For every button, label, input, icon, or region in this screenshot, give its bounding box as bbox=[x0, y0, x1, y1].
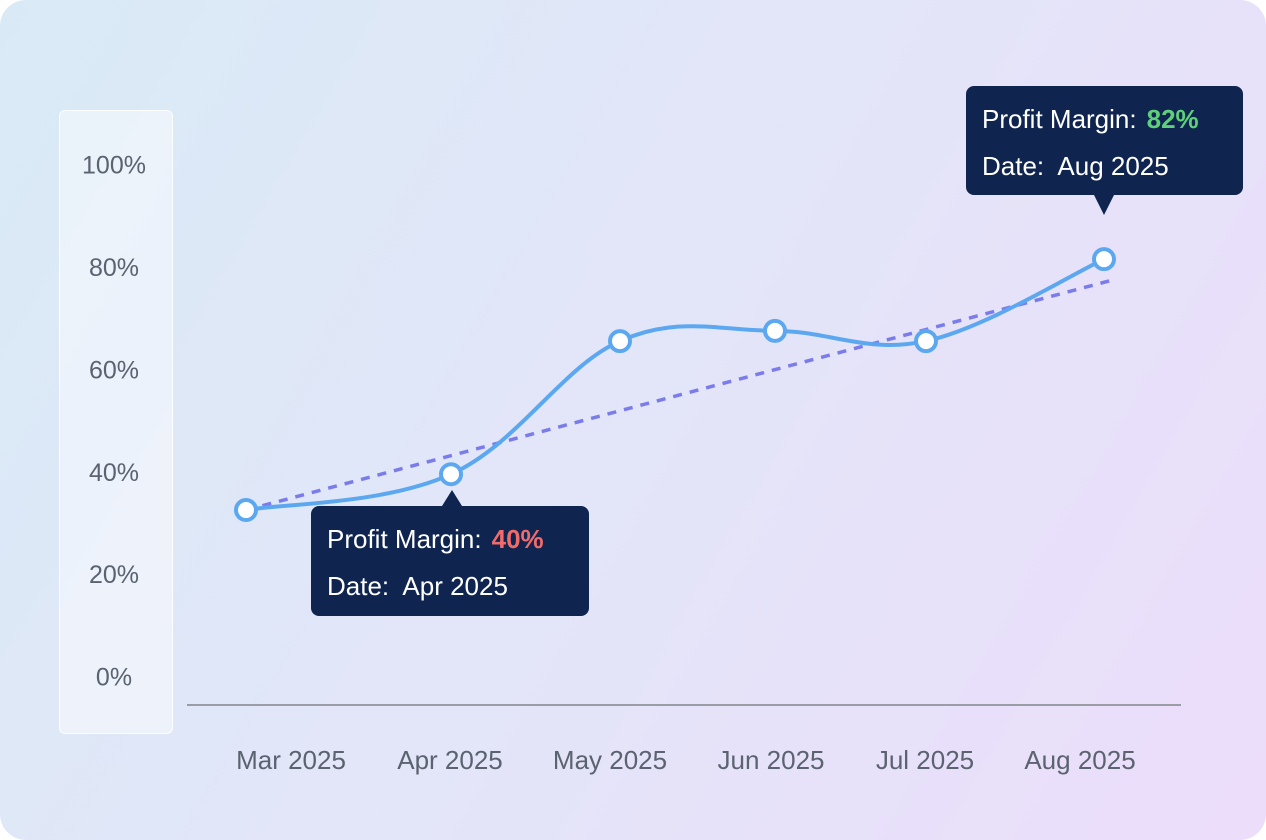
x-axis: Mar 2025 Apr 2025 May 2025 Jun 2025 Jul 2025… bbox=[236, 745, 1136, 775]
y-axis-panel bbox=[59, 110, 173, 734]
tooltip-date-label: Date: bbox=[982, 151, 1045, 181]
tooltip-label: Profit Margin: bbox=[327, 524, 482, 554]
data-point[interactable] bbox=[234, 498, 258, 523]
y-tick-label: 40% bbox=[89, 459, 139, 487]
tooltip-value: 82% bbox=[1146, 104, 1199, 134]
data-points bbox=[234, 247, 1116, 523]
tooltip-aug: Profit Margin: 82% Date: Aug 2025 bbox=[966, 86, 1243, 215]
y-tick-label: 20% bbox=[89, 561, 139, 589]
x-tick-label: Apr 2025 bbox=[397, 745, 503, 775]
data-point[interactable] bbox=[608, 329, 632, 354]
y-tick-label: 60% bbox=[89, 356, 139, 384]
tooltip-arrow bbox=[442, 490, 462, 506]
y-tick-label: 100% bbox=[82, 152, 146, 180]
tooltip-arrow bbox=[1094, 195, 1114, 215]
data-point[interactable] bbox=[1092, 247, 1116, 272]
y-tick-label: 0% bbox=[96, 664, 132, 692]
tooltip-value: 40% bbox=[491, 524, 544, 554]
tooltip-date: Aug 2025 bbox=[1057, 151, 1169, 181]
x-tick-label: May 2025 bbox=[553, 745, 667, 775]
x-tick-label: Jun 2025 bbox=[718, 745, 825, 775]
tooltip-date: Apr 2025 bbox=[402, 571, 508, 601]
tooltip-label: Profit Margin: bbox=[982, 104, 1137, 134]
y-axis: 100% 80% 60% 40% 20% 0% bbox=[82, 152, 146, 692]
tooltip-apr: Profit Margin: 40% Date: Apr 2025 bbox=[311, 490, 589, 616]
y-tick-label: 80% bbox=[89, 254, 139, 282]
x-tick-label: Jul 2025 bbox=[876, 745, 974, 775]
data-point[interactable] bbox=[914, 329, 938, 354]
trend-line bbox=[245, 277, 1115, 512]
tooltip-date-label: Date: bbox=[327, 571, 390, 601]
series-line bbox=[245, 257, 1105, 513]
x-tick-label: Aug 2025 bbox=[1024, 745, 1135, 775]
data-point[interactable] bbox=[763, 318, 787, 343]
data-point[interactable] bbox=[439, 462, 463, 487]
x-tick-label: Mar 2025 bbox=[236, 745, 346, 775]
